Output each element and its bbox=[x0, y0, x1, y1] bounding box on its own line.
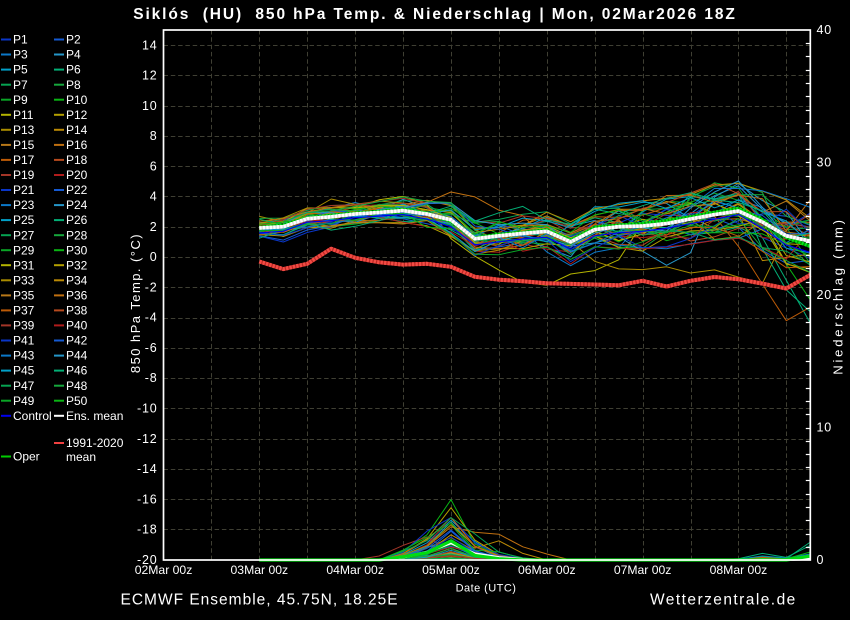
svg-text:P47: P47 bbox=[13, 379, 35, 393]
svg-text:05Mar 00z: 05Mar 00z bbox=[422, 563, 480, 577]
svg-text:P11: P11 bbox=[13, 108, 34, 122]
svg-text:12: 12 bbox=[142, 69, 158, 83]
svg-text:P26: P26 bbox=[66, 213, 88, 227]
svg-text:ECMWF Ensemble, 45.75N, 18.25E: ECMWF Ensemble, 45.75N, 18.25E bbox=[121, 592, 399, 609]
svg-text:P42: P42 bbox=[66, 334, 88, 348]
svg-text:P18: P18 bbox=[66, 153, 88, 167]
svg-text:Siklós (HU) 850 hPa Temp. &: Siklós (HU) 850 hPa Temp. & Niederschlag… bbox=[133, 6, 737, 23]
svg-text:P22: P22 bbox=[66, 183, 88, 197]
svg-text:P46: P46 bbox=[66, 364, 88, 378]
svg-text:6: 6 bbox=[150, 159, 158, 173]
svg-text:04Mar 00z: 04Mar 00z bbox=[326, 563, 384, 577]
svg-text:P4: P4 bbox=[66, 48, 81, 62]
svg-text:P45: P45 bbox=[13, 364, 35, 378]
svg-text:08Mar 00z: 08Mar 00z bbox=[710, 563, 768, 577]
svg-text:P21: P21 bbox=[13, 183, 35, 197]
svg-text:P49: P49 bbox=[13, 394, 35, 408]
svg-text:P3: P3 bbox=[13, 48, 28, 62]
svg-text:P25: P25 bbox=[13, 213, 35, 227]
svg-text:P9: P9 bbox=[13, 93, 28, 107]
svg-text:P28: P28 bbox=[66, 228, 88, 242]
svg-text:02Mar 00z: 02Mar 00z bbox=[135, 563, 193, 577]
svg-text:4: 4 bbox=[150, 190, 158, 204]
svg-text:P41: P41 bbox=[13, 334, 35, 348]
svg-text:8: 8 bbox=[150, 129, 158, 143]
svg-text:P40: P40 bbox=[66, 319, 88, 333]
svg-text:03Mar 00z: 03Mar 00z bbox=[231, 563, 289, 577]
svg-text:P31: P31 bbox=[13, 258, 35, 272]
svg-text:P16: P16 bbox=[66, 138, 88, 152]
svg-text:P43: P43 bbox=[13, 349, 35, 363]
svg-text:P19: P19 bbox=[13, 168, 35, 182]
svg-text:P30: P30 bbox=[66, 243, 88, 257]
svg-text:P37: P37 bbox=[13, 304, 35, 318]
svg-text:850 hPa Temp. (°C): 850 hPa Temp. (°C) bbox=[128, 233, 143, 373]
svg-text:07Mar 00z: 07Mar 00z bbox=[614, 563, 672, 577]
svg-text:P32: P32 bbox=[66, 258, 88, 272]
svg-text:Niederschlag (mm): Niederschlag (mm) bbox=[831, 217, 846, 374]
svg-text:-14: -14 bbox=[137, 462, 157, 476]
svg-text:P2: P2 bbox=[66, 33, 81, 47]
svg-text:P38: P38 bbox=[66, 304, 88, 318]
svg-text:14: 14 bbox=[142, 38, 158, 52]
svg-text:P13: P13 bbox=[13, 123, 35, 137]
svg-text:06Mar 00z: 06Mar 00z bbox=[518, 563, 576, 577]
svg-text:30: 30 bbox=[817, 156, 833, 170]
svg-text:Ens. mean: Ens. mean bbox=[66, 409, 123, 423]
svg-text:P34: P34 bbox=[66, 273, 88, 287]
svg-text:P7: P7 bbox=[13, 78, 28, 92]
svg-text:-4: -4 bbox=[145, 311, 158, 325]
svg-text:0: 0 bbox=[150, 250, 158, 264]
svg-text:-20: -20 bbox=[137, 553, 157, 567]
svg-text:P36: P36 bbox=[66, 288, 88, 302]
svg-text:P24: P24 bbox=[66, 198, 88, 212]
svg-text:P27: P27 bbox=[13, 228, 35, 242]
svg-text:P10: P10 bbox=[66, 93, 88, 107]
svg-text:Oper: Oper bbox=[13, 450, 40, 464]
svg-text:-8: -8 bbox=[145, 371, 158, 385]
svg-text:P50: P50 bbox=[66, 394, 88, 408]
svg-text:40: 40 bbox=[817, 23, 833, 37]
svg-text:Control: Control bbox=[13, 409, 52, 423]
svg-text:-6: -6 bbox=[145, 341, 158, 355]
svg-text:-18: -18 bbox=[137, 523, 157, 537]
svg-text:mean: mean bbox=[66, 450, 96, 464]
svg-text:-16: -16 bbox=[137, 492, 157, 506]
svg-text:2: 2 bbox=[150, 220, 158, 234]
svg-text:P33: P33 bbox=[13, 273, 35, 287]
svg-text:-12: -12 bbox=[137, 432, 157, 446]
svg-text:P1: P1 bbox=[13, 33, 28, 47]
svg-text:-10: -10 bbox=[137, 402, 157, 416]
svg-text:10: 10 bbox=[142, 99, 158, 113]
svg-text:P44: P44 bbox=[66, 349, 88, 363]
svg-text:Date (UTC): Date (UTC) bbox=[456, 583, 517, 595]
svg-text:1991-2020: 1991-2020 bbox=[66, 436, 124, 450]
svg-text:P6: P6 bbox=[66, 63, 81, 77]
svg-text:0: 0 bbox=[817, 553, 825, 567]
svg-text:10: 10 bbox=[817, 421, 833, 435]
svg-text:-2: -2 bbox=[145, 280, 158, 294]
svg-text:P14: P14 bbox=[66, 123, 88, 137]
svg-text:P17: P17 bbox=[13, 153, 35, 167]
svg-text:P39: P39 bbox=[13, 319, 35, 333]
svg-text:P35: P35 bbox=[13, 288, 35, 302]
svg-text:P23: P23 bbox=[13, 198, 35, 212]
svg-text:P8: P8 bbox=[66, 78, 81, 92]
svg-text:P15: P15 bbox=[13, 138, 35, 152]
svg-text:P48: P48 bbox=[66, 379, 88, 393]
svg-text:P29: P29 bbox=[13, 243, 35, 257]
svg-text:P12: P12 bbox=[66, 108, 88, 122]
svg-text:P5: P5 bbox=[13, 63, 28, 77]
svg-text:20: 20 bbox=[817, 288, 833, 302]
svg-text:P20: P20 bbox=[66, 168, 88, 182]
svg-text:Wetterzentrale.de: Wetterzentrale.de bbox=[650, 592, 797, 609]
